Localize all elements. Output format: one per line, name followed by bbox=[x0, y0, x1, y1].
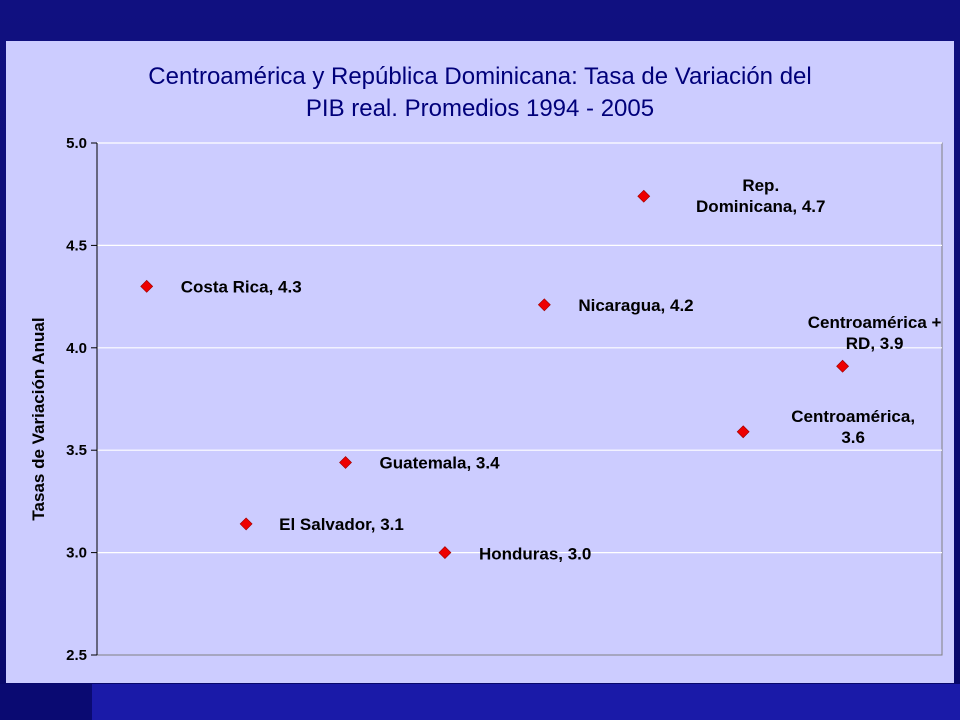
data-point-marker bbox=[140, 279, 154, 293]
data-point-label: Guatemala, 3.4 bbox=[380, 453, 501, 472]
data-point-label: Centroamérica, bbox=[791, 407, 915, 426]
y-tick-label: 5.0 bbox=[66, 135, 87, 152]
y-axis-title: Tasas de Variación Anual bbox=[29, 317, 48, 520]
scatter-chart: 2.5 3.0 3.5 4.0 4.5 5.0 Tasas de Variación Anu… bbox=[29, 135, 943, 664]
data-point-label: RD, 3.9 bbox=[846, 334, 904, 353]
plot-area bbox=[96, 142, 943, 656]
data-point-label: 3.6 bbox=[841, 428, 865, 447]
data-point-marker bbox=[736, 425, 750, 439]
chart-title: Centroamérica y República Dominicana: Ta… bbox=[6, 61, 954, 125]
bottom-band bbox=[0, 684, 960, 720]
data-point-marker bbox=[239, 517, 253, 531]
chart-panel: Centroamérica y República Dominicana: Ta… bbox=[6, 41, 954, 683]
data-point-label: Costa Rica, 4.3 bbox=[181, 277, 302, 296]
data-point-label: Honduras, 3.0 bbox=[479, 545, 591, 564]
y-tick-label: 4.5 bbox=[66, 237, 87, 254]
data-point-marker bbox=[637, 189, 651, 203]
y-tick-label: 3.5 bbox=[66, 442, 87, 459]
data-point-label: Nicaragua, 4.2 bbox=[578, 296, 693, 315]
y-tick-label: 2.5 bbox=[66, 647, 87, 664]
data-point-marker bbox=[339, 456, 352, 469]
data-point-label: El Salvador, 3.1 bbox=[279, 515, 404, 534]
data-point-label: Rep. bbox=[742, 176, 779, 195]
data-point-label: Centroamérica + bbox=[808, 313, 942, 332]
data-point-marker bbox=[438, 546, 452, 560]
data-point-label: Dominicana, 4.7 bbox=[696, 197, 825, 216]
bottom-corner-block bbox=[0, 684, 92, 720]
y-tick-label: 4.0 bbox=[66, 340, 87, 357]
chart-title-line-1: Centroamérica y República Dominicana: Ta… bbox=[148, 63, 812, 90]
chart-title-line-2: PIB real. Promedios 1994 - 2005 bbox=[305, 95, 655, 122]
data-point-marker bbox=[537, 298, 551, 312]
data-point-marker bbox=[836, 359, 850, 373]
y-tick-label: 3.0 bbox=[66, 545, 87, 562]
